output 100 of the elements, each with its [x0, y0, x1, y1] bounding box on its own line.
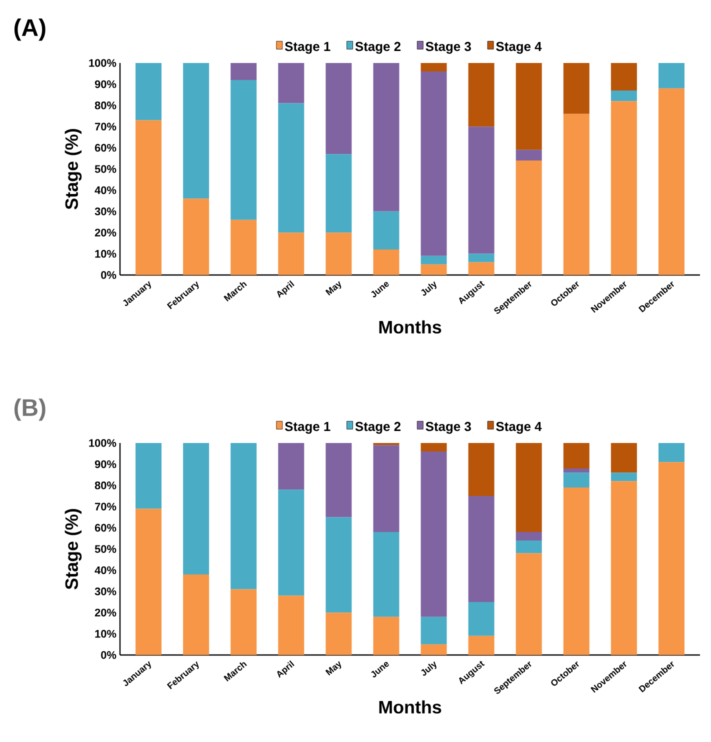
bar — [468, 496, 494, 602]
legend-label: Stage 2 — [355, 422, 401, 434]
legend-label: Stage 2 — [355, 42, 401, 54]
bar — [420, 451, 447, 617]
bar — [373, 616, 400, 655]
bar — [183, 62, 210, 199]
bar — [373, 445, 400, 532]
bar — [563, 62, 590, 114]
bar — [610, 90, 637, 102]
bar — [278, 103, 304, 233]
bar — [420, 264, 447, 275]
bar — [326, 517, 352, 613]
bar — [468, 636, 494, 655]
y-tick-label: 70% — [95, 122, 116, 130]
bar — [516, 62, 542, 150]
y-tick-label: 50% — [94, 165, 116, 173]
bar — [658, 88, 684, 275]
y-tick-label: 80% — [94, 102, 116, 110]
legend-label: Stage 4 — [496, 42, 542, 54]
bar — [516, 540, 542, 554]
bar — [516, 160, 542, 275]
bar — [326, 232, 352, 275]
bar — [610, 472, 637, 482]
bar — [373, 532, 400, 617]
bar — [183, 198, 210, 275]
bar — [468, 442, 494, 496]
y-tick-label: 0% — [101, 271, 116, 279]
bar — [516, 442, 542, 532]
bar — [420, 256, 447, 264]
bar — [230, 442, 257, 590]
bar — [468, 602, 494, 636]
legend-label: Stage 3 — [426, 42, 471, 54]
bar — [278, 596, 304, 655]
bar — [136, 508, 162, 655]
bar — [420, 62, 447, 72]
bar — [230, 589, 257, 655]
bar — [230, 220, 257, 275]
y-tick-label: 90% — [94, 80, 116, 88]
bar — [136, 120, 162, 275]
bar — [610, 442, 637, 473]
bar — [468, 62, 494, 127]
chart-title: (A) — [14, 18, 46, 41]
bar — [516, 532, 542, 541]
chart-title: (B) — [14, 398, 46, 421]
bar — [563, 442, 590, 468]
bar — [468, 126, 494, 254]
bar — [183, 574, 210, 655]
bar — [278, 442, 304, 490]
y-tick-label: 80% — [94, 482, 116, 490]
bar — [420, 616, 447, 644]
bar — [420, 442, 447, 452]
y-tick-label: 10% — [95, 630, 116, 638]
bar — [373, 211, 400, 250]
y-tick-label: 90% — [94, 460, 116, 468]
bar — [326, 442, 352, 518]
y-tick-label: 60% — [94, 144, 116, 152]
x-axis-title: Months — [379, 320, 442, 334]
bar — [610, 481, 637, 655]
x-tick-label: July — [421, 661, 436, 676]
bar — [373, 62, 400, 212]
y-tick-label: 40% — [94, 186, 116, 194]
y-tick-label: 50% — [94, 545, 116, 553]
bar — [658, 462, 684, 655]
bar — [326, 154, 352, 233]
bar — [373, 250, 400, 275]
bar — [326, 62, 352, 154]
bar — [230, 80, 257, 220]
y-axis-title: Stage (%) — [64, 129, 82, 210]
bar — [610, 62, 637, 91]
x-tick-label: May — [325, 661, 342, 676]
bar — [563, 488, 590, 655]
legend-label: Stage 1 — [284, 422, 330, 434]
bar — [278, 232, 304, 275]
bar — [563, 114, 590, 275]
bar — [468, 262, 494, 275]
x-axis-title: Months — [379, 700, 442, 714]
bar — [468, 254, 494, 262]
y-tick-label: 20% — [94, 608, 116, 616]
bar — [136, 442, 162, 509]
bar — [516, 553, 542, 655]
x-tick-label: July — [421, 281, 436, 296]
y-tick-label: 40% — [94, 566, 116, 574]
y-tick-label: 100% — [89, 59, 116, 67]
bar — [183, 442, 210, 574]
y-axis-title: Stage (%) — [64, 509, 82, 590]
bar — [420, 71, 447, 256]
y-tick-label: 0% — [101, 651, 116, 659]
bar — [516, 150, 542, 161]
x-tick-label: May — [325, 281, 342, 296]
legend-label: Stage 3 — [426, 422, 471, 434]
y-tick-label: 30% — [94, 588, 116, 596]
bar — [420, 644, 447, 655]
bar — [373, 442, 400, 446]
bar — [326, 612, 352, 655]
bar — [563, 468, 590, 473]
legend-label: Stage 4 — [496, 422, 542, 434]
bar — [278, 490, 304, 596]
y-tick-label: 30% — [94, 208, 116, 216]
y-tick-label: 10% — [95, 250, 116, 258]
bar — [610, 101, 637, 275]
